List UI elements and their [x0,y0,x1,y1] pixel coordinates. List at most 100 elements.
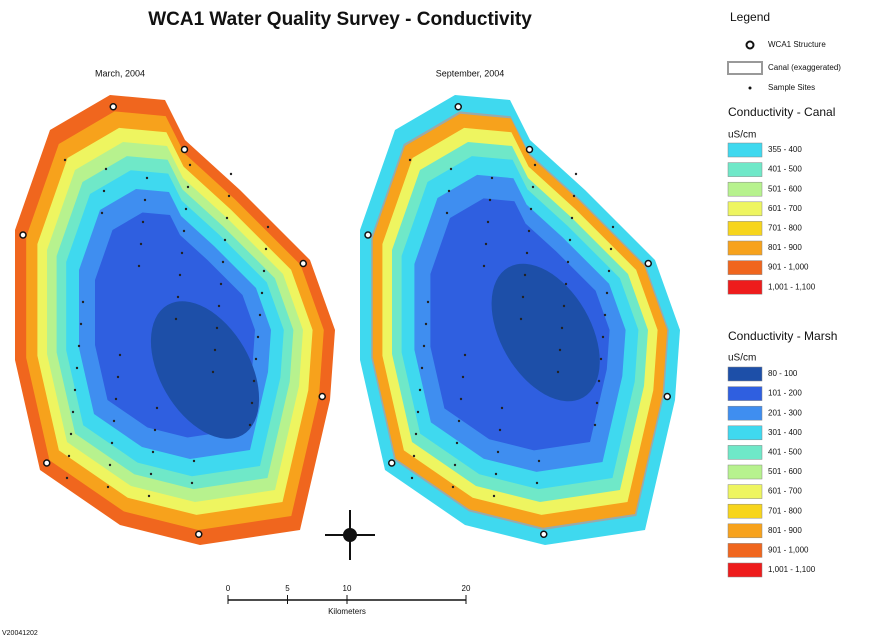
sample-site [599,357,603,361]
sample-site [447,189,451,193]
legend-label: 701 - 800 [768,224,802,233]
sample-site [607,269,611,273]
sample-site [570,216,574,220]
structure [364,231,372,239]
sample-site [601,335,605,339]
sample-site [461,375,465,379]
sample-site [527,229,531,233]
legend-section-title: Conductivity - Canal [728,105,835,119]
legend-label: 401 - 500 [768,448,802,457]
sample-site [137,264,141,268]
sample-site [184,207,188,211]
legend-unit: uS/cm [728,353,756,364]
sample-site [492,494,496,498]
sample-site [143,198,147,202]
sample-site [73,388,77,392]
sample-site [459,397,463,401]
sample-site [490,176,494,180]
sample-site [535,481,539,485]
structure-symbol [745,40,755,50]
sample-site [114,397,118,401]
legend-unit: uS/cm [728,130,756,141]
sample-site [451,485,455,489]
sample-site [69,432,73,436]
conductivity-core [491,263,600,402]
sample-site [560,326,564,330]
footer: V20041202 [2,630,38,637]
sample-site [110,441,114,445]
legend-label: 801 - 900 [768,243,802,252]
sample-site [149,472,153,476]
compass [325,510,375,560]
sample-site [605,291,609,295]
sample-site [180,251,184,255]
sample-site [595,401,599,405]
legend-label: 701 - 800 [768,506,802,515]
legend-symbol-label: WCA1 Structure [768,40,826,49]
legend-swatch [727,503,763,519]
sample-site [264,247,268,251]
structure [318,392,326,401]
structure [195,530,203,538]
sample-site [223,238,227,242]
sample-site [572,194,576,198]
sample-site [445,211,449,215]
sample-site [486,220,490,224]
maps [15,95,680,545]
sample-site [79,322,83,326]
sample-site [494,472,498,476]
sample-site [182,229,186,233]
legend-label: 401 - 500 [768,165,802,174]
structure [180,145,189,154]
structure [299,259,307,268]
legend-swatch [727,260,763,275]
sample-site [229,172,233,176]
legend-swatch [727,425,763,441]
legend-label: 301 - 400 [768,428,802,437]
legend-swatch [727,201,763,217]
title: WCA1 Water Quality Survey - Conductivity [148,9,532,30]
sample-site [611,225,615,229]
sample-site [75,366,79,370]
sample-site [102,189,106,193]
sample-site [558,348,562,352]
legend-label: 201 - 300 [768,408,802,417]
legend-label: 501 - 600 [768,467,802,476]
sample-site [523,273,527,277]
sample-site [116,375,120,379]
sample-site [420,366,424,370]
sample-site [250,401,254,405]
scale-label: 5 [285,584,290,593]
legend-swatch [727,386,763,401]
scale-bar: 0 5 10 20 Kilometers [226,584,471,616]
legend-label: 601 - 700 [768,204,802,213]
sample-site [416,410,420,414]
sample-site [488,198,492,202]
sample-site [81,300,85,304]
sample-site [262,269,266,273]
legend-swatch [727,142,763,158]
sample-site [484,242,488,246]
legend-swatch [727,366,763,382]
sample-site [453,463,457,467]
sample-site [217,304,221,308]
sample-site [260,291,264,295]
sample-site [147,494,151,498]
sample-site [219,282,223,286]
sample-site [176,295,180,299]
sample-site [104,167,108,171]
sample-site [455,441,459,445]
structure [43,459,51,467]
sample-site [463,353,467,357]
sample-site [254,357,258,361]
structure [454,103,462,111]
canal-symbol [727,61,763,75]
structure [19,231,27,239]
sample-site [500,406,504,410]
sample-site [188,163,192,167]
sample-site [174,317,178,321]
sample-site [186,185,190,189]
legend-swatch [727,181,763,197]
sample-site [65,476,69,480]
legend-label: 101 - 200 [768,389,802,398]
